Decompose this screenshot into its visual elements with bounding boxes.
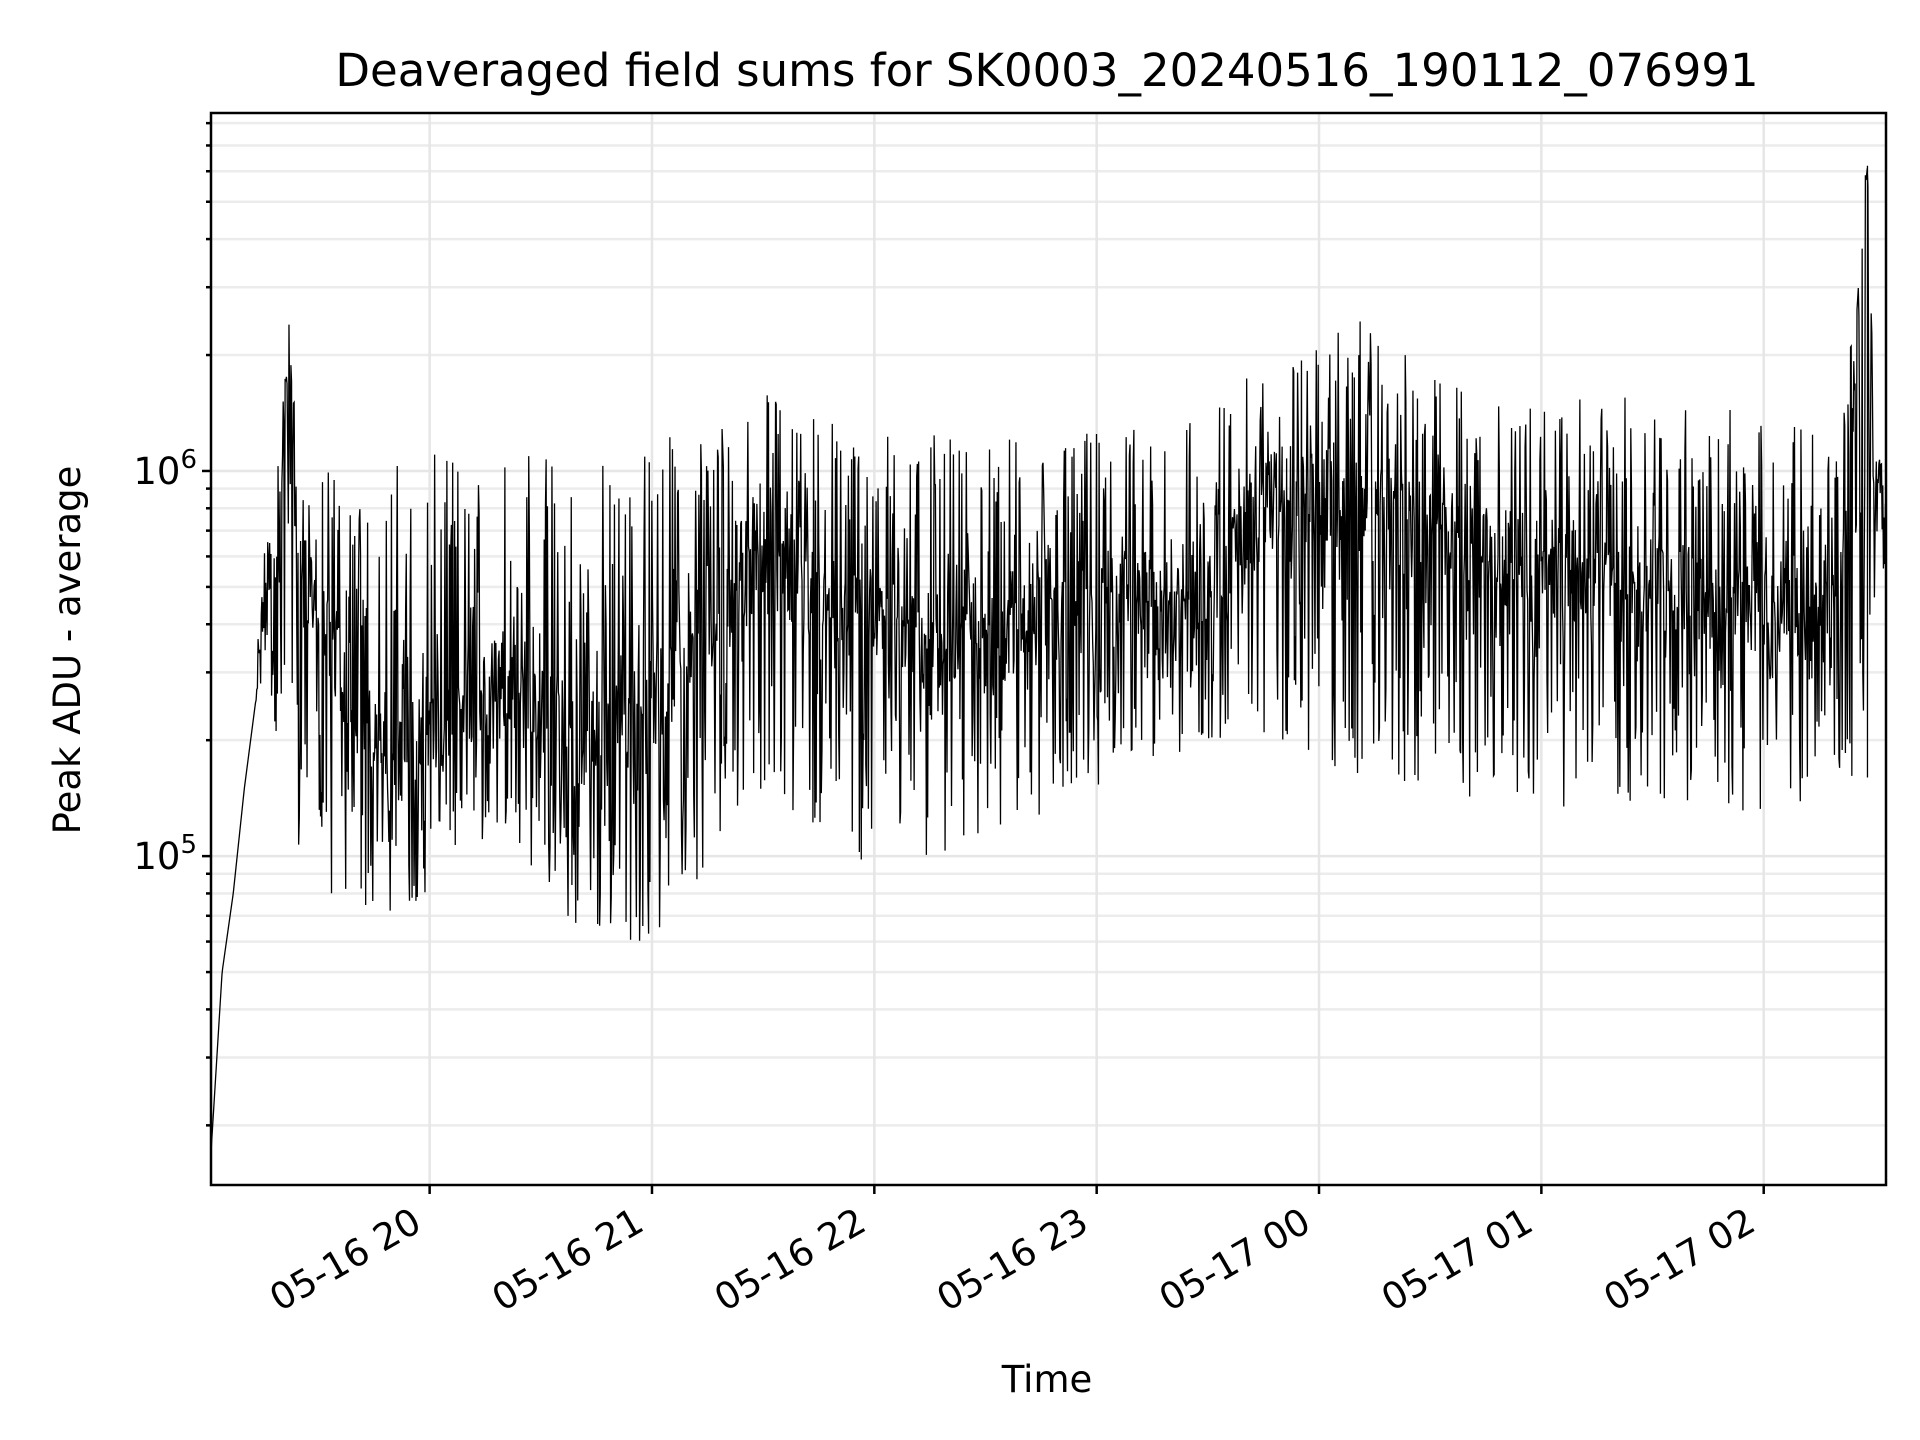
x-axis-label: Time <box>1001 1358 1093 1401</box>
y-axis-label: Peak ADU - average <box>46 466 89 835</box>
y-tick-label: 105 <box>133 830 197 878</box>
chart-title: Deaveraged field sums for SK0003_2024051… <box>335 44 1758 97</box>
series-line <box>210 165 1887 1153</box>
series-layer <box>210 165 1887 1153</box>
plot-frame <box>209 111 1888 1187</box>
y-tick-label: 106 <box>133 445 197 493</box>
